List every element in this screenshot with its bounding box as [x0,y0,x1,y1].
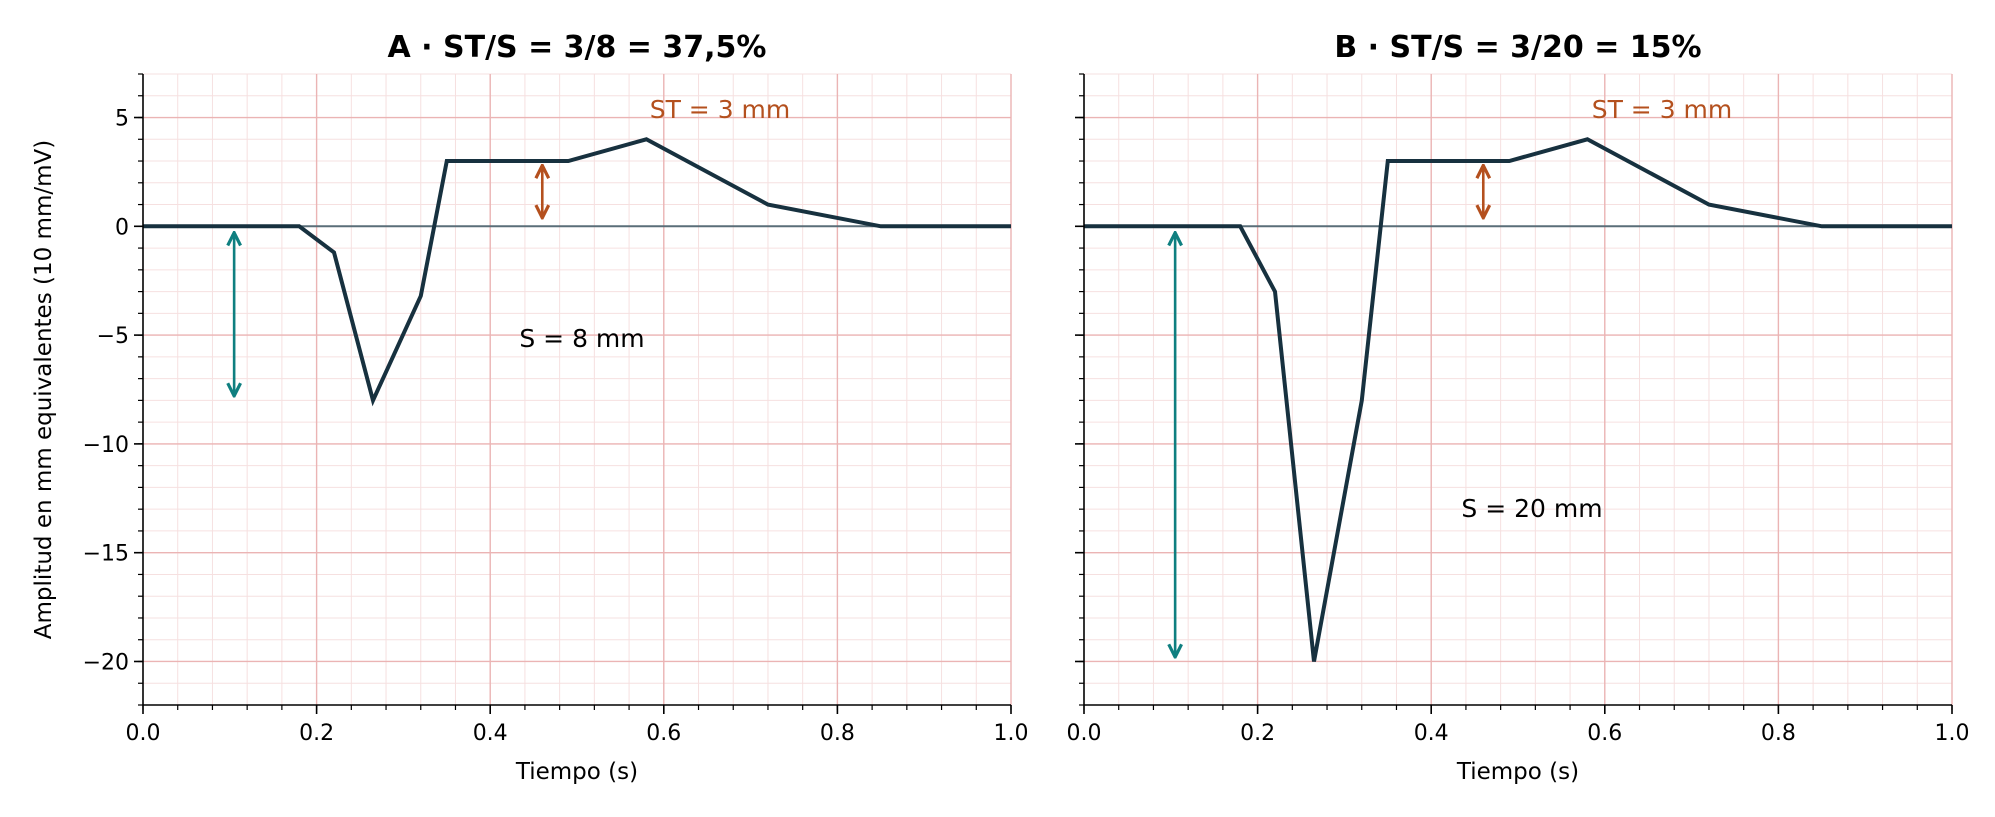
x-tick-label: 0.4 [473,721,508,746]
x-tick-label: 0.0 [1067,721,1102,746]
st-annotation: ST = 3 mm [1592,95,1733,124]
grid-major [1084,74,1953,705]
chart-title: B · ST/S = 3/20 = 15% [1334,30,1701,65]
y-tick-label: −5 [97,324,129,349]
ecg-trace-line [1084,137,1952,662]
x-tick-label: 0.6 [1587,721,1622,746]
x-tick-label: 1.0 [994,721,1029,746]
x-axis-label: Tiempo (s) [1456,759,1579,785]
y-axis-label: Amplitud en mm equivalentes (10 mm/mV) [31,140,57,639]
grid-minor [1083,73,1953,706]
y-tick-label: −10 [83,433,129,458]
x-tick-label: 0.4 [1414,721,1449,746]
s-annotation: S = 20 mm [1461,494,1602,523]
grid-minor [142,73,1012,706]
x-axis-label: Tiempo (s) [515,759,638,785]
x-tick-label: 0.8 [820,721,855,746]
y-tick-label: −20 [83,650,129,675]
y-tick-label: 0 [115,215,129,240]
chart-title: A · ST/S = 3/8 = 37,5% [388,30,767,65]
y-tick-label: −15 [83,542,129,567]
y-tick-label: 5 [115,107,129,132]
x-tick-label: 0.2 [1240,721,1275,746]
st-annotation: ST = 3 mm [650,95,791,124]
ecg-trace-line [143,137,1011,407]
x-tick-label: 0.6 [646,721,681,746]
x-tick-label: 0.2 [299,721,334,746]
x-tick-label: 0.8 [1761,721,1796,746]
x-tick-label: 0.0 [126,721,161,746]
s-annotation: S = 8 mm [519,324,644,353]
grid-major [143,74,1012,705]
chart-panel-b: ST = 3 mm S = 20 mm 0.0 0.2 0.4 0.6 0.8 1.0 B · … [1067,30,1970,785]
chart-panel-a: ST = 3 mm S = 8 mm 0.0 0.2 0.4 0.6 0.8 1.0 5 0 −5 −… [31,30,1029,785]
x-tick-label: 1.0 [1935,721,1970,746]
